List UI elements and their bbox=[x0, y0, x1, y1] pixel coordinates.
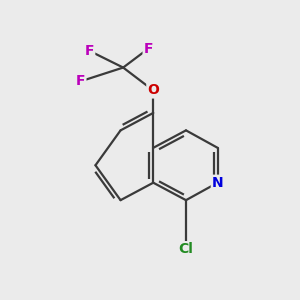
Text: O: O bbox=[147, 83, 159, 98]
Text: N: N bbox=[212, 176, 224, 190]
Text: F: F bbox=[85, 44, 94, 58]
Text: Cl: Cl bbox=[178, 242, 194, 256]
Text: F: F bbox=[76, 74, 86, 88]
Text: F: F bbox=[144, 42, 153, 56]
